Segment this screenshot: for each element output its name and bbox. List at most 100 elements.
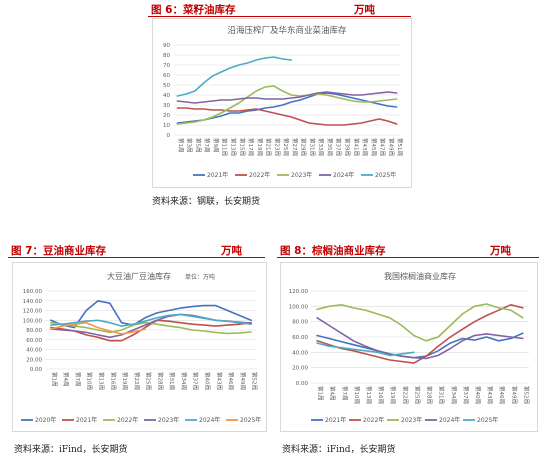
y-tick-label: 0.00 [30,367,43,373]
figure-title: 图 8：棕榈油商业库存 [280,245,386,257]
y-tick-label: 20.00 [292,366,308,372]
x-tick-label: 第17周 [247,138,255,156]
x-tick-label: 第39周 [344,138,352,156]
x-tick-label: 第52周 [251,372,259,390]
series-line [176,85,398,125]
header-rule [148,15,411,17]
series-line [176,92,398,124]
series-line [176,107,398,126]
y-tick-label: 80.00 [26,328,42,334]
series-line [316,317,524,360]
y-tick-label: 90 [163,43,170,49]
x-tick-label: 第29周 [300,138,308,156]
legend-label: 2025年 [477,416,498,424]
x-tick-label: 第52周 [522,386,530,404]
x-tick-label: 第28周 [156,372,164,390]
chart-title: 沿海压榨厂及华东商业菜油库存 [227,25,347,36]
x-tick-label: 第1周 [177,138,185,153]
legend-label: 2021年 [76,416,97,424]
y-tick-label: 100.00 [23,318,43,324]
x-tick-label: 第34周 [450,386,458,404]
x-tick-label: 第40周 [474,386,482,404]
x-tick-label: 第43周 [215,372,223,390]
x-tick-label: 第35周 [326,138,334,156]
y-tick-label: 80 [163,53,170,59]
chart-panel: 大豆油厂豆油库存 单位：万吨 0.00 20.00 40.00 60.00 80.00 100… [12,262,267,432]
x-tick-label: 第19周 [389,386,397,404]
legend-label: 2022年 [117,416,138,424]
x-tick-label: 第16周 [109,372,117,390]
y-tick-label: 40.00 [26,348,42,354]
y-tick-label: 60.00 [26,338,42,344]
figure-unit: 万吨 [221,245,242,257]
x-tick-label: 第10周 [353,386,361,404]
y-tick-label: 0.00 [296,381,309,387]
chart-title: 我国棕榈油商业库存 [384,271,456,281]
x-tick-label: 第22周 [133,372,141,390]
series-line [50,313,252,327]
y-tick-label: 20.00 [26,357,42,363]
source-note: 资料来源：iFind，长安期货 [14,445,128,455]
figure-unit: 万吨 [354,4,375,16]
x-tick-label: 第49周 [387,138,395,156]
x-tick-label: 第28周 [426,386,434,404]
x-tick-label: 第27周 [291,138,299,156]
x-tick-label: 第49周 [510,386,518,404]
source-note: 资料来源：iFind，长安期货 [282,445,396,455]
x-tick-label: 第45周 [370,138,378,156]
x-tick-label: 第31周 [308,138,316,156]
y-tick-label: 120.00 [23,309,43,315]
x-tick-label: 第11周 [221,138,229,156]
legend-label: 2024年 [333,171,354,179]
y-tick-label: 120.00 [289,289,309,295]
x-tick-label: 第19周 [256,138,264,156]
y-tick-label: 160.00 [23,289,43,295]
x-tick-label: 第37周 [462,386,470,404]
x-tick-label: 第34周 [180,372,188,390]
x-tick-label: 第25周 [282,138,290,156]
series-line [50,300,252,329]
y-tick-label: 60 [163,73,170,79]
legend-label: 2021年 [325,416,346,424]
header-rule [8,256,265,258]
figure-unit: 万吨 [490,245,511,257]
x-tick-label: 第43周 [361,138,369,156]
x-tick-label: 第47周 [379,138,387,156]
x-tick-label: 第3周 [186,138,194,153]
figure-header: 图 7：豆油商业库存 万吨 [8,243,265,258]
chart-soybean-oil: 大豆油厂豆油库存 单位：万吨 0.00 20.00 40.00 60.00 80.00 100… [21,271,261,424]
y-tick-label: 60.00 [292,335,308,341]
y-tick-label: 40 [163,93,170,99]
figure-header: 图 8：棕榈油商业库存 万吨 [277,243,539,258]
x-tick-label: 第15周 [238,138,246,156]
x-tick-label: 第40周 [204,372,212,390]
x-tick-label: 第1周 [50,372,58,387]
x-tick-label: 第25周 [145,372,153,390]
chart-panel: 沿海压榨厂及华东商业菜油库存 0 10 20 30 40 50 60 70 80 90 第1周 第3周第… [152,18,412,188]
x-tick-label: 第16周 [377,386,385,404]
legend-label: 2023年 [291,171,312,179]
y-tick-label: 80.00 [292,320,308,326]
legend-label: 2022年 [363,416,384,424]
x-tick-label: 第7周 [74,372,82,387]
legend-label: 2023年 [158,416,179,424]
x-tick-label: 第1周 [317,386,325,401]
legend-label: 2022年 [249,171,270,179]
x-tick-label: 第37周 [335,138,343,156]
series-line [316,304,524,364]
x-tick-label: 第31周 [168,372,176,390]
x-tick-label: 第31周 [438,386,446,404]
series-line [176,91,398,104]
x-tick-label: 第4周 [62,372,70,387]
y-tick-label: 140.00 [23,299,43,305]
x-tick-label: 第37周 [192,372,200,390]
y-tick-label: 10 [163,123,170,129]
chart-rapeseed: 沿海压榨厂及华东商业菜油库存0102030405060708090第1周 第3周第… [163,25,404,179]
x-tick-label: 第5周 [194,138,202,153]
figure-title: 图 6：菜籽油库存 [151,4,236,16]
x-tick-label: 第4周 [329,386,337,401]
legend-label: 2025年 [240,416,261,424]
x-tick-label: 第7周 [203,138,211,153]
x-tick-label: 第13周 [98,372,106,390]
series-line [316,332,524,359]
